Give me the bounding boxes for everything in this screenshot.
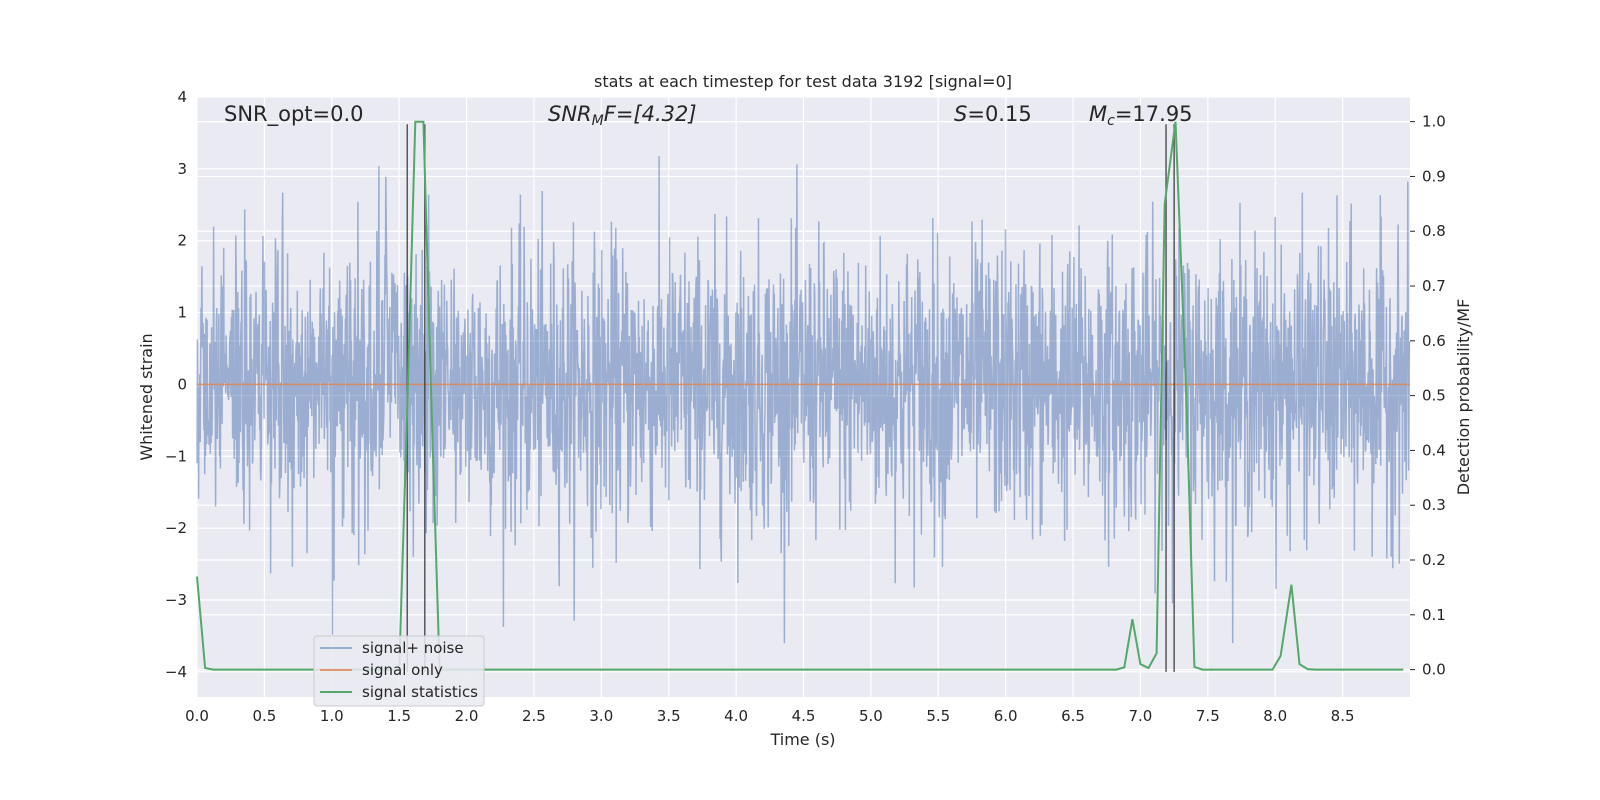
annotation-snr-opt: SNR_opt=0.0 bbox=[224, 102, 364, 127]
y-right-tick-label: 0.0 bbox=[1422, 661, 1446, 679]
y-right-tick-label: 0.8 bbox=[1422, 222, 1446, 240]
y-right-tick-label: 0.7 bbox=[1422, 277, 1446, 295]
annotation-snr-mf-sub: M bbox=[592, 113, 604, 129]
legend-label-signal-noise: signal+ noise bbox=[362, 639, 464, 657]
x-tick-label: 1.5 bbox=[387, 707, 411, 725]
chart-title: stats at each timestep for test data 319… bbox=[594, 72, 1012, 91]
x-tick-label: 8.0 bbox=[1263, 707, 1287, 725]
x-tick-label: 0.0 bbox=[185, 707, 209, 725]
x-tick-label: 4.0 bbox=[724, 707, 748, 725]
annotation-s: S=0.15 bbox=[954, 102, 1032, 126]
signal-statistics-trace bbox=[196, 120, 1404, 671]
annotation-snr-mf-main: SNR bbox=[548, 102, 592, 126]
annotation-mc-sub: c bbox=[1107, 113, 1115, 129]
annotation-mc-main: M bbox=[1089, 102, 1107, 126]
annotation-snr-mf-tail: F=[4.32] bbox=[604, 102, 697, 126]
x-axis-label: Time (s) bbox=[769, 730, 835, 749]
y-left-tick-label: −4 bbox=[165, 663, 187, 681]
y-right-tick-label: 0.2 bbox=[1422, 551, 1446, 569]
y-left-tick-label: 3 bbox=[177, 160, 187, 178]
y-axis-left-ticks: −4 −3 −2 −1 0 1 2 3 4 bbox=[165, 88, 187, 681]
series-signal-statistics bbox=[196, 120, 1404, 671]
y-axis-right-ticks: 0.0 0.1 0.2 0.3 0.4 0.5 0.6 0.7 0.8 0.9 1.0 bbox=[1410, 113, 1446, 679]
x-tick-label: 6.0 bbox=[994, 707, 1018, 725]
y-left-tick-label: −2 bbox=[165, 519, 187, 537]
series-signal-noise bbox=[196, 156, 1411, 644]
y-right-tick-label: 0.3 bbox=[1422, 496, 1446, 514]
y-right-tick-label: 0.4 bbox=[1422, 441, 1446, 459]
annotation-mc-tail: =17.95 bbox=[1115, 102, 1193, 126]
x-tick-label: 7.0 bbox=[1129, 707, 1153, 725]
x-tick-label: 3.5 bbox=[657, 707, 681, 725]
y-right-tick-label: 0.5 bbox=[1422, 387, 1446, 405]
y-right-tick-label: 0.6 bbox=[1422, 332, 1446, 350]
x-tick-label: 6.5 bbox=[1061, 707, 1085, 725]
y-left-tick-label: 0 bbox=[177, 375, 187, 393]
x-tick-label: 3.0 bbox=[589, 707, 613, 725]
legend-label-signal-statistics: signal statistics bbox=[362, 683, 478, 701]
y-left-tick-label: 1 bbox=[177, 304, 187, 322]
x-tick-label: 2.0 bbox=[455, 707, 479, 725]
x-tick-label: 0.5 bbox=[252, 707, 276, 725]
y-right-tick-label: 0.1 bbox=[1422, 606, 1446, 624]
y-axis-right-label: Detection probability/MF bbox=[1454, 299, 1473, 496]
y-right-tick-label: 1.0 bbox=[1422, 113, 1446, 131]
y-left-tick-label: 4 bbox=[177, 88, 187, 106]
y-left-tick-label: −1 bbox=[165, 447, 187, 465]
x-tick-label: 7.5 bbox=[1196, 707, 1220, 725]
y-left-tick-label: −3 bbox=[165, 591, 187, 609]
legend-label-signal-only: signal only bbox=[362, 661, 443, 679]
y-right-tick-label: 0.9 bbox=[1422, 167, 1446, 185]
y-axis-left-label: Whitened strain bbox=[137, 333, 156, 460]
noise-trace bbox=[196, 156, 1411, 644]
annotation-mc: Mc=17.95 bbox=[1089, 102, 1193, 129]
x-tick-label: 1.0 bbox=[320, 707, 344, 725]
x-tick-label: 8.5 bbox=[1331, 707, 1355, 725]
y-left-tick-label: 2 bbox=[177, 232, 187, 250]
annotation-snr-mf: SNRMF=[4.32] bbox=[548, 102, 697, 129]
legend-box bbox=[313, 635, 485, 707]
x-tick-label: 2.5 bbox=[522, 707, 546, 725]
x-tick-label: 5.0 bbox=[859, 707, 883, 725]
x-axis-ticks: 0.0 0.5 1.0 1.5 2.0 2.5 3.0 3.5 4.0 4.5 5.0 5.5 6.0 6… bbox=[185, 707, 1354, 725]
legend: signal+ noise signal only signal statist… bbox=[313, 635, 485, 707]
x-tick-label: 4.5 bbox=[792, 707, 816, 725]
annotation-s-tail: =0.15 bbox=[967, 102, 1031, 126]
annotation-s-main: S bbox=[954, 102, 967, 126]
x-tick-label: 5.5 bbox=[926, 707, 950, 725]
